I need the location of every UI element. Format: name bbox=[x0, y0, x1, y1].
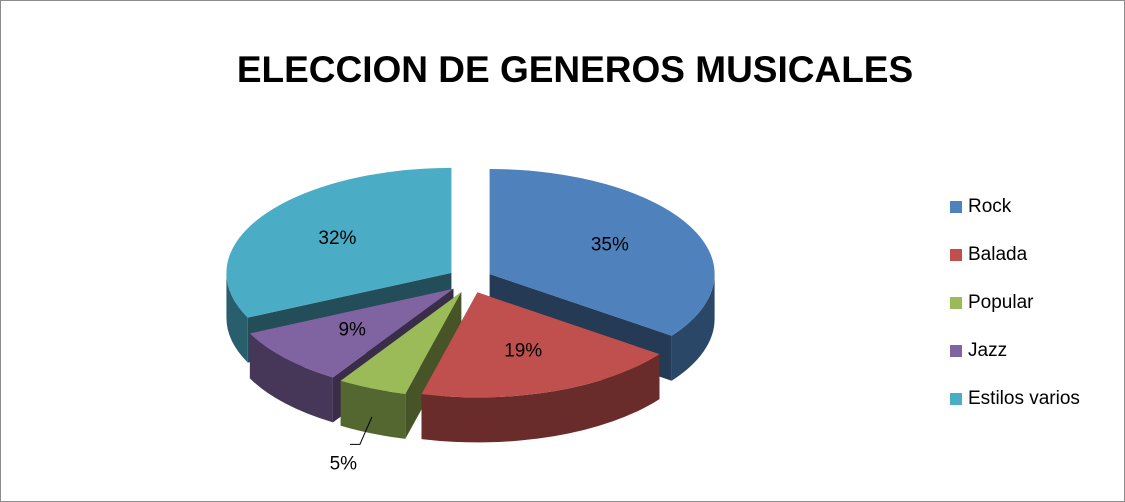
data-label: 5% bbox=[330, 453, 358, 474]
slice-side bbox=[340, 380, 406, 439]
legend-label: Rock bbox=[968, 196, 1012, 217]
slice bbox=[340, 292, 462, 439]
leader-line bbox=[349, 416, 373, 445]
slice-top bbox=[249, 288, 454, 378]
data-label: 35% bbox=[591, 234, 629, 255]
slice-side bbox=[226, 272, 248, 363]
slice-side bbox=[421, 354, 660, 443]
legend-swatch bbox=[950, 393, 962, 405]
slice-side bbox=[671, 274, 715, 381]
data-label: 32% bbox=[318, 228, 356, 249]
slice-side bbox=[249, 333, 333, 423]
chart-title: ELECCION DE GENEROS MUSICALES bbox=[237, 49, 913, 90]
slice-top bbox=[421, 292, 660, 398]
legend-label: Jazz bbox=[968, 340, 1007, 361]
slice bbox=[421, 292, 660, 443]
slice-top bbox=[489, 169, 715, 336]
legend-swatch bbox=[950, 201, 962, 213]
legend-label: Balada bbox=[968, 244, 1028, 265]
legend-label: Estilos varios bbox=[968, 388, 1080, 409]
slice-top bbox=[340, 292, 462, 394]
data-label: 9% bbox=[338, 319, 366, 340]
legend-swatch bbox=[950, 297, 962, 309]
slice-top bbox=[226, 167, 452, 318]
legend-swatch bbox=[950, 249, 962, 261]
legend-swatch bbox=[950, 345, 962, 357]
data-label: 19% bbox=[504, 341, 542, 362]
legend-label: Popular bbox=[968, 292, 1034, 313]
